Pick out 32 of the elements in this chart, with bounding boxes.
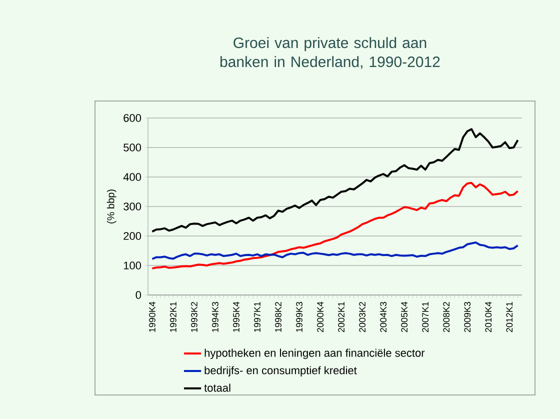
x-tick-label: 2008K2 [443,302,450,332]
x-tick-label: 2007K1 [422,302,429,332]
x-tick-label: 1995K4 [233,302,240,332]
x-tick-label: 1998K2 [275,302,282,332]
y-axis-title: (% bbp) [106,190,116,224]
x-tick-label: 2003K2 [359,302,366,332]
y-tick-label: 200 [124,232,142,240]
x-tick-label: 1997K1 [254,302,260,332]
x-tick-label: 1994K3 [212,302,218,332]
y-tick-label: 400 [123,173,142,181]
line-series [151,241,519,260]
legend-label: bedrijfs- en consumptief krediet [204,366,357,376]
x-tick-label: 2009K3 [464,302,471,332]
chart-title: Groei van private schuld aan banken in Nederland, 1990-2012 [220,37,440,69]
legend-label: totaal [204,384,230,392]
y-tick-label: 100 [124,262,142,270]
x-tick-label: 1993K2 [191,302,198,332]
x-tick-label: 1992K1 [170,302,176,332]
x-tick-label: 2010K4 [485,302,492,332]
x-tick-label: 2012K1 [506,302,513,332]
legend-label: hypotheken en leningen aan financiële sector [204,348,425,359]
y-tick-label: 600 [124,114,142,122]
line-series [151,128,519,233]
x-tick-label: 2004K3 [380,302,387,332]
y-tick-label: 500 [124,144,142,152]
x-tick-label: 1990K4 [149,302,156,332]
y-tick-label: 0 [136,291,142,299]
x-tick-label: 1999K3 [296,302,302,332]
x-tick-label: 2000K4 [317,302,324,332]
x-tick-label: 2002K1 [338,302,344,332]
y-tick-label: 300 [124,202,142,210]
x-tick-label: 2005K4 [401,302,408,332]
